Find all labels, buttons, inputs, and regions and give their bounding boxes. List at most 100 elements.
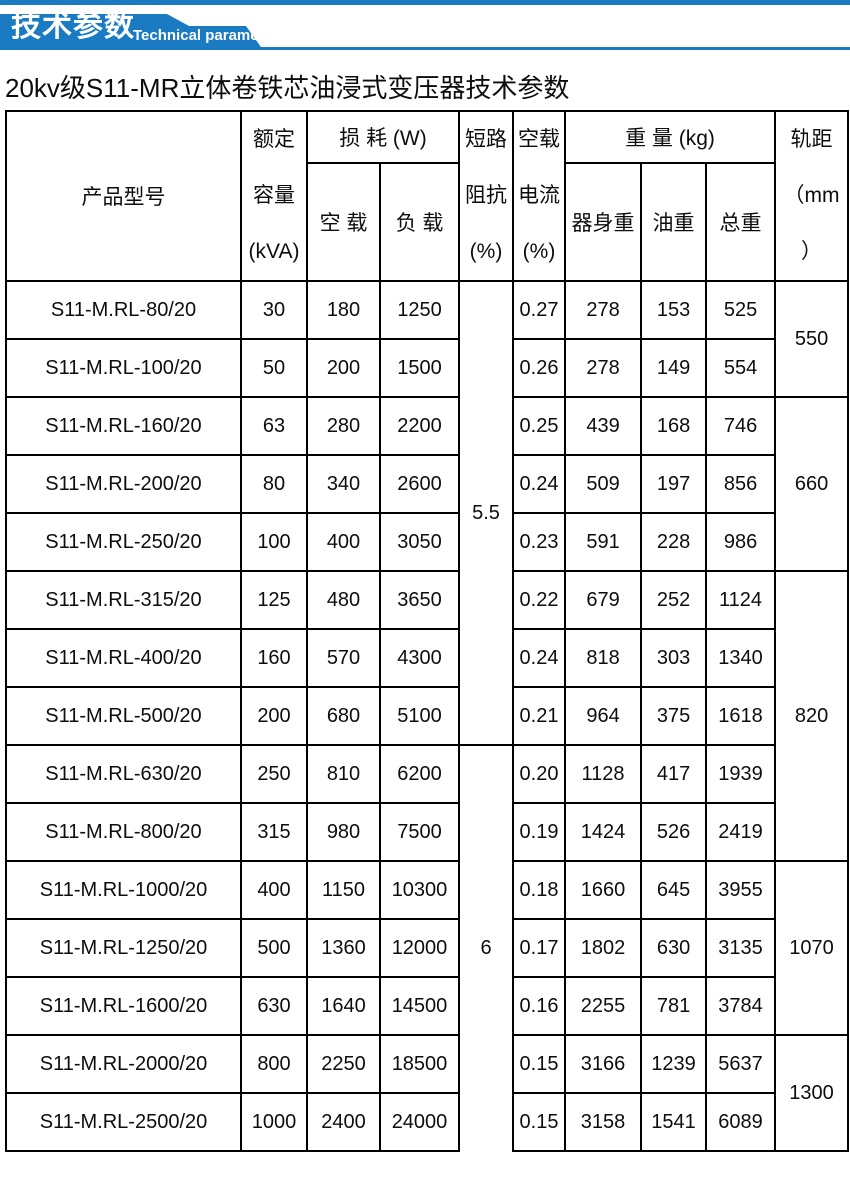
col-header-oil-weight: 油重 (640, 162, 708, 282)
cell-no-load-loss: 680 (306, 686, 381, 746)
table-row: S11-M.RL-800/20 315 980 7500 0.19 1424 526 2419 (5, 802, 848, 862)
cell-model: S11-M.RL-200/20 (5, 454, 242, 514)
cell-total-weight: 5637 (705, 1034, 777, 1094)
cell-model: S11-M.RL-315/20 (5, 570, 242, 630)
cell-no-load-current: 0.24 (512, 628, 567, 688)
cell-no-load-current: 0.21 (512, 686, 567, 746)
cell-load-loss: 1250 (378, 280, 461, 340)
banner-ribbon-shape (0, 14, 263, 50)
cell-total-weight: 1340 (705, 628, 777, 688)
cell-model: S11-M.RL-1000/20 (5, 860, 242, 920)
cell-load-loss: 24000 (378, 1092, 461, 1152)
cell-capacity: 500 (240, 918, 308, 978)
cell-no-load-current: 0.17 (512, 918, 567, 978)
cell-total-weight: 3955 (705, 860, 777, 920)
banner-underline (0, 47, 850, 50)
col-header-loss-group: 损 耗 (W) (305, 110, 461, 164)
cell-capacity: 630 (240, 976, 308, 1036)
col-header-no-load-loss: 空 载 (306, 162, 381, 282)
cell-oil-weight: 303 (640, 628, 708, 688)
cell-oil-weight: 417 (640, 744, 708, 804)
cell-no-load-current: 0.18 (512, 860, 567, 920)
cell-no-load-current: 0.26 (512, 338, 567, 398)
cell-body-weight: 439 (564, 396, 643, 456)
cell-capacity: 30 (240, 280, 308, 340)
table-row: S11-M.RL-1250/20 500 1360 12000 0.17 1802 630 3… (5, 918, 848, 978)
col-header-weight-group: 重 量 (kg) (564, 110, 777, 164)
cell-model: S11-M.RL-500/20 (5, 686, 242, 746)
cell-oil-weight: 252 (640, 570, 708, 630)
cell-gauge: 820 (774, 570, 850, 862)
table-row: S11-M.RL-160/20 63 280 2200 0.25 439 168 746 660 (5, 396, 850, 572)
cell-body-weight: 3158 (564, 1092, 643, 1152)
cell-gauge: 550 (774, 280, 850, 398)
cell-total-weight: 1124 (705, 570, 777, 630)
cell-model: S11-M.RL-100/20 (5, 338, 242, 398)
cell-oil-weight: 1239 (640, 1034, 708, 1094)
cell-no-load-loss: 400 (306, 512, 381, 572)
cell-total-weight: 2419 (705, 802, 777, 862)
cell-capacity: 400 (240, 860, 308, 920)
cell-load-loss: 3650 (378, 570, 461, 630)
cell-total-weight: 986 (705, 512, 777, 572)
cell-oil-weight: 153 (640, 280, 708, 340)
banner-title: 技术参数 (11, 10, 135, 43)
cell-oil-weight: 781 (640, 976, 708, 1036)
cell-body-weight: 509 (564, 454, 643, 514)
cell-impedance: 5.5 (458, 280, 515, 746)
cell-load-loss: 3050 (378, 512, 461, 572)
banner-ribbon-graphic (0, 0, 850, 50)
cell-capacity: 200 (240, 686, 308, 746)
cell-model: S11-M.RL-400/20 (5, 628, 242, 688)
cell-capacity: 100 (240, 512, 308, 572)
table-row: S11-M.RL-1600/20 630 1640 14500 0.16 2255 781 3… (5, 976, 848, 1036)
table-row: S11-M.RL-200/20 80 340 2600 0.24 509 197 856 (5, 454, 848, 514)
cell-body-weight: 278 (564, 280, 643, 340)
cell-capacity: 80 (240, 454, 308, 514)
cell-no-load-loss: 1640 (306, 976, 381, 1036)
cell-load-loss: 2200 (378, 396, 461, 456)
cell-no-load-current: 0.16 (512, 976, 567, 1036)
col-header-load-loss: 负 载 (378, 162, 461, 282)
cell-model: S11-M.RL-2000/20 (5, 1034, 242, 1094)
cell-total-weight: 3135 (705, 918, 777, 978)
cell-gauge: 1070 (774, 860, 850, 1036)
cell-body-weight: 1802 (564, 918, 643, 978)
cell-no-load-loss: 280 (306, 396, 381, 456)
col-header-capacity: 额定 容量 (kVA) (240, 110, 308, 282)
table-row: S11-M.RL-500/20 200 680 5100 0.21 964 375 1618 (5, 686, 848, 746)
cell-body-weight: 964 (564, 686, 643, 746)
cell-load-loss: 18500 (378, 1034, 461, 1094)
cell-body-weight: 3166 (564, 1034, 643, 1094)
cell-body-weight: 1128 (564, 744, 643, 804)
table-row: S11-M.RL-630/20 250 810 6200 6 0.20 1128 417 193… (5, 744, 848, 1151)
table-row: S11-M.RL-400/20 160 570 4300 0.24 818 303 1340 (5, 628, 848, 688)
table-row: S11-M.RL-1000/20 400 1150 10300 0.18 1660 645 3… (5, 860, 850, 1036)
col-header-total-weight: 总重 (705, 162, 777, 282)
cell-no-load-loss: 2250 (306, 1034, 381, 1094)
cell-no-load-loss: 1150 (306, 860, 381, 920)
cell-model: S11-M.RL-800/20 (5, 802, 242, 862)
cell-no-load-current: 0.23 (512, 512, 567, 572)
table-row: S11-M.RL-100/20 50 200 1500 0.26 278 149 554 (5, 338, 848, 398)
cell-model: S11-M.RL-630/20 (5, 744, 242, 804)
banner-top-strip (0, 0, 850, 5)
cell-total-weight: 6089 (705, 1092, 777, 1152)
cell-no-load-current: 0.20 (512, 744, 567, 804)
cell-total-weight: 3784 (705, 976, 777, 1036)
cell-body-weight: 818 (564, 628, 643, 688)
table-row: S11-M.RL-80/20 30 180 1250 5.5 0.27 278 153 525 5… (5, 280, 850, 746)
cell-load-loss: 14500 (378, 976, 461, 1036)
cell-total-weight: 856 (705, 454, 777, 514)
cell-model: S11-M.RL-250/20 (5, 512, 242, 572)
cell-impedance: 6 (458, 744, 515, 1151)
spec-table: 产品型号 额定 容量 (kVA) 损 耗 (W) 短路 阻抗 (%) 空载 电流… (5, 110, 850, 1152)
cell-body-weight: 1424 (564, 802, 643, 862)
cell-capacity: 315 (240, 802, 308, 862)
cell-no-load-loss: 1360 (306, 918, 381, 978)
cell-capacity: 1000 (240, 1092, 308, 1152)
cell-body-weight: 591 (564, 512, 643, 572)
cell-load-loss: 2600 (378, 454, 461, 514)
cell-body-weight: 2255 (564, 976, 643, 1036)
cell-capacity: 160 (240, 628, 308, 688)
